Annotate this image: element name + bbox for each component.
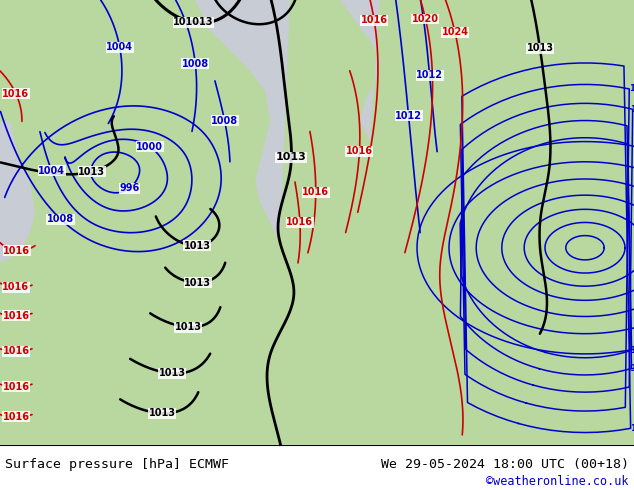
Text: 1000: 1000 <box>630 346 634 355</box>
Text: 1016: 1016 <box>287 217 313 227</box>
Text: 996: 996 <box>630 364 634 373</box>
Text: We 29-05-2024 18:00 UTC (00+18): We 29-05-2024 18:00 UTC (00+18) <box>381 458 629 470</box>
Text: 1013: 1013 <box>78 167 105 177</box>
Polygon shape <box>0 0 634 445</box>
Polygon shape <box>195 0 290 243</box>
Text: 1012: 1012 <box>416 71 443 80</box>
Text: 1020: 1020 <box>412 14 439 24</box>
Text: 1016: 1016 <box>3 412 29 422</box>
Text: 1013: 1013 <box>184 278 211 288</box>
Text: 1013: 1013 <box>175 322 202 332</box>
Text: 1004: 1004 <box>38 166 65 176</box>
Text: 1016: 1016 <box>3 382 29 392</box>
Text: 1024: 1024 <box>441 27 469 37</box>
Text: 1013: 1013 <box>149 408 176 418</box>
Text: 996: 996 <box>119 183 139 193</box>
Bar <box>460 0 634 445</box>
Text: 1008: 1008 <box>211 116 238 126</box>
Text: 1013: 1013 <box>276 152 307 162</box>
Text: 1004: 1004 <box>107 42 133 52</box>
Polygon shape <box>0 122 35 263</box>
Text: 1016: 1016 <box>3 282 29 292</box>
Text: 1016: 1016 <box>3 245 30 255</box>
Text: 1016: 1016 <box>3 89 29 99</box>
Text: 1008: 1008 <box>47 214 74 224</box>
Text: 1013: 1013 <box>159 368 186 378</box>
Text: 1016: 1016 <box>346 147 373 156</box>
Text: 1012: 1012 <box>395 111 422 121</box>
Text: 1000: 1000 <box>630 105 634 114</box>
Text: 1013: 1013 <box>184 241 211 251</box>
Text: 101013: 101013 <box>173 17 214 27</box>
Text: ©weatheronline.co.uk: ©weatheronline.co.uk <box>486 475 629 488</box>
Text: 1016: 1016 <box>3 311 29 321</box>
Text: 1004: 1004 <box>629 84 634 94</box>
Text: Surface pressure [hPa] ECMWF: Surface pressure [hPa] ECMWF <box>5 458 229 470</box>
Polygon shape <box>340 0 380 142</box>
Text: 1016: 1016 <box>361 16 388 25</box>
Text: 1016: 1016 <box>3 346 29 356</box>
Text: 1008: 1008 <box>182 59 209 69</box>
Text: 1000: 1000 <box>136 142 163 152</box>
Text: 1008: 1008 <box>630 424 634 433</box>
Text: 1013: 1013 <box>526 43 553 53</box>
Text: 1016: 1016 <box>302 187 329 197</box>
